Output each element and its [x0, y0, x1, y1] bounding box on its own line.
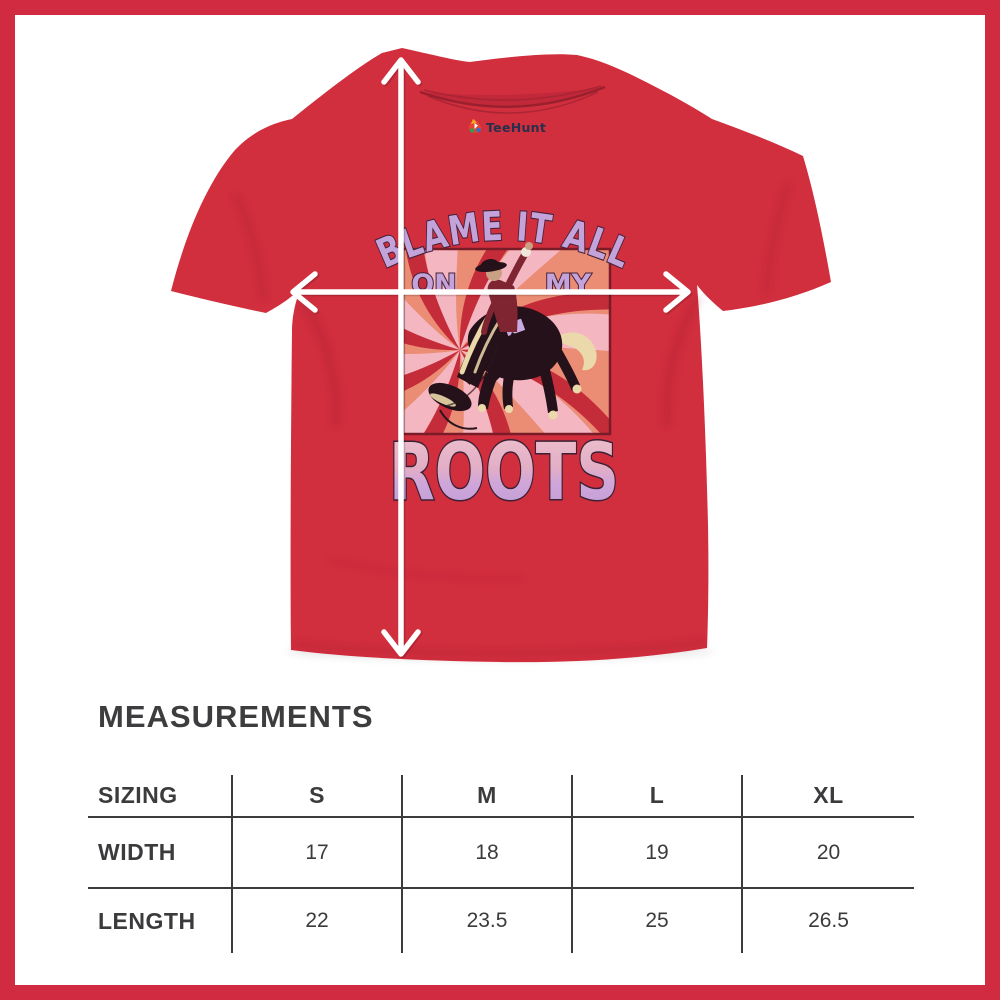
graphic-bottom-text: ROOTS — [389, 428, 619, 518]
width-value-l: 19 — [571, 816, 741, 887]
width-arrow-head-left — [290, 271, 318, 313]
length-arrow-head-top — [381, 57, 421, 85]
size-col-xl: XL — [741, 775, 914, 816]
size-col-m: M — [401, 775, 571, 816]
width-value-xl: 20 — [741, 816, 914, 887]
size-col-s: S — [231, 775, 401, 816]
shirt-shading — [233, 181, 791, 657]
teehunt-logo-icon — [469, 119, 481, 133]
tshirt-mockup: TeeHunt — [171, 48, 831, 663]
graphic-print: BLAME IT ALL ON MY ROOTS — [369, 203, 638, 520]
teehunt-logo: TeeHunt — [469, 119, 546, 135]
length-value-l: 25 — [571, 887, 741, 953]
size-col-l: L — [571, 775, 741, 816]
measurements-heading: MEASUREMENTS — [98, 699, 374, 734]
teehunt-logo-text: TeeHunt — [486, 120, 546, 135]
length-value-m: 23.5 — [401, 887, 571, 953]
width-row-label: WIDTH — [88, 816, 231, 887]
width-arrow-head-right — [663, 271, 691, 313]
size-table: SIZING S M L XL WIDTH 17 18 19 20 LENGTH… — [88, 775, 914, 953]
length-value-s: 22 — [231, 887, 401, 953]
width-value-m: 18 — [401, 816, 571, 887]
length-row-label: LENGTH — [88, 887, 231, 953]
length-value-xl: 26.5 — [741, 887, 914, 953]
length-arrow-head-bottom — [381, 629, 421, 657]
measure-arrows — [290, 57, 693, 659]
size-table-corner-label: SIZING — [98, 782, 178, 808]
collar — [419, 85, 606, 114]
graphic-word-my: MY — [545, 269, 592, 300]
width-value-s: 17 — [231, 816, 401, 887]
graphic-word-on: ON — [411, 269, 457, 300]
